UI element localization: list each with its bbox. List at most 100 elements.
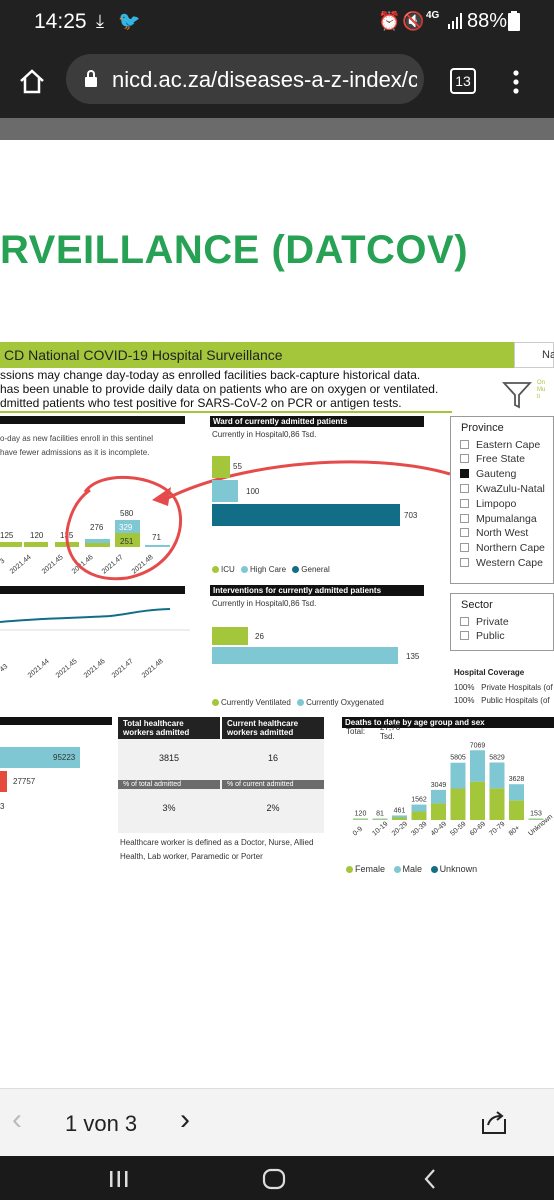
share-icon[interactable] (480, 1109, 508, 1135)
deaths-total-label: Total: (346, 727, 366, 736)
province-title: Province (461, 422, 504, 434)
interventions-subtitle: Currently in Hospital (212, 599, 285, 608)
death-value-label: 120 (355, 811, 367, 818)
x-tick: 2021.46 (83, 658, 107, 680)
status-bar: 14:25 ⤓ 🐦 ⏰ 🔇 4G 88% (0, 0, 554, 44)
death-value-label: 7069 (470, 742, 486, 749)
hcw-total-value: 3815 (158, 753, 180, 763)
bar-value2 (0, 771, 7, 792)
checkbox[interactable] (460, 543, 469, 552)
province-option-gauteng[interactable]: Gauteng (460, 468, 516, 480)
next-page-icon[interactable]: › (180, 1103, 190, 1136)
lock-icon (85, 70, 97, 87)
url-text: nicd.ac.za/diseases-a-z-index/c (112, 67, 417, 92)
checkbox[interactable] (460, 631, 469, 640)
checkbox[interactable] (460, 484, 469, 493)
death-bar-male (489, 762, 505, 789)
death-bar-female (528, 819, 544, 820)
more-menu-icon[interactable] (512, 70, 520, 96)
death-bar-male (392, 815, 407, 818)
x-tick: 2021.48 (141, 658, 165, 680)
ward-subtitle: Currently in Hospital (212, 430, 285, 439)
deaths-title: Deaths to date by age group and sex (342, 717, 554, 728)
checkbox[interactable] (460, 454, 469, 463)
page-header-strip (0, 118, 554, 140)
province-option-western-cape[interactable]: Western Cape (460, 557, 543, 569)
general-value: 703 (404, 511, 418, 520)
death-value-label: 81 (376, 811, 384, 818)
checkbox[interactable] (460, 617, 469, 626)
hcw-pct-current-header: % of current admitted (222, 780, 324, 789)
battery-percent: 88% (467, 10, 508, 32)
province-option-eastern-cape[interactable]: Eastern Cape (460, 439, 540, 451)
recent-apps-icon[interactable] (108, 1170, 130, 1188)
network-type: 4G (426, 10, 440, 21)
browser-toolbar: nicd.ac.za/diseases-a-z-index/c 13 (0, 44, 554, 118)
bar (85, 539, 110, 543)
death-value-label: 153 (530, 810, 542, 817)
home-nav-icon[interactable] (262, 1168, 286, 1190)
death-bar-male (411, 804, 427, 812)
filter-side-label: On Mu ti (537, 380, 546, 400)
province-option-limpopo[interactable]: Limpopo (460, 498, 516, 510)
death-bar-female (392, 817, 407, 820)
download-icon: ⤓ (96, 11, 104, 31)
hcw-footnote: Healthcare worker is defined as a Doctor… (120, 838, 314, 861)
coverage-title: Hospital Coverage (454, 668, 525, 677)
death-category-label: 30-39 (410, 821, 428, 838)
death-bar-male (372, 818, 388, 820)
system-nav-bar (0, 1156, 554, 1200)
nat-box[interactable]: Nat (514, 342, 554, 368)
icu-bar (212, 456, 230, 478)
weekly-note: o-day as new facilities enroll in this s… (0, 434, 153, 443)
death-bar-female (470, 781, 485, 820)
tab-switcher-button[interactable]: 13 (450, 68, 476, 94)
province-option-mpumalanga[interactable]: Mpumalanga (460, 513, 537, 525)
death-category-label: 50-59 (449, 821, 467, 838)
bar (85, 543, 110, 547)
checkbox[interactable] (460, 499, 469, 508)
highcare-bar (212, 480, 238, 502)
checkbox-checked[interactable] (460, 469, 469, 478)
left-bars-header (0, 717, 112, 725)
oxygenated-bar (212, 647, 398, 664)
checkbox[interactable] (460, 440, 469, 449)
checkbox[interactable] (460, 528, 469, 537)
interventions-legend: Currently Ventilated Currently Oxygenate… (212, 698, 384, 707)
note-line: ssions may change day-today as enrolled … (0, 368, 421, 382)
filter-icon[interactable] (502, 381, 532, 409)
trend-chart: 43 2021.44 2021.45 2021.46 2021.47 2021.… (0, 608, 190, 680)
bar-value3-label: 3 (0, 802, 5, 811)
death-category-label: 60-69 (469, 821, 487, 838)
sector-option-public[interactable]: Public (460, 630, 505, 642)
home-icon[interactable] (18, 68, 46, 94)
back-nav-icon[interactable] (422, 1168, 438, 1190)
address-bar[interactable]: nicd.ac.za/diseases-a-z-index/c (66, 54, 424, 104)
death-bar-female (353, 819, 368, 820)
trend-chart-header (0, 586, 185, 594)
death-bar-male (353, 818, 368, 820)
death-bar-male (431, 789, 446, 804)
province-option-kwazulu-natal[interactable]: KwaZulu-Natal (460, 483, 545, 495)
hcw-pct-total-header: % of total admitted (118, 780, 220, 789)
interventions-title: Interventions for currently admitted pat… (210, 585, 424, 596)
weekly-note: have fewer admissions as it is incomplet… (0, 448, 150, 457)
twitter-icon: 🐦 (118, 11, 141, 31)
death-value-label: 461 (394, 807, 406, 814)
highcare-value: 100 (246, 487, 260, 496)
province-option-north-west[interactable]: North West (460, 527, 528, 539)
province-option-free-state[interactable]: Free State (460, 453, 525, 465)
checkbox[interactable] (460, 558, 469, 567)
sector-option-private[interactable]: Private (460, 616, 509, 628)
death-value-label: 5805 (450, 755, 466, 762)
death-category-label: 70-79 (488, 821, 506, 838)
death-category-label: 20-29 (391, 821, 409, 838)
stack-label: 251 (120, 537, 134, 546)
province-option-northern-cape[interactable]: Northern Cape (460, 542, 545, 554)
x-tick: 2021.45 (55, 658, 79, 680)
sector-title: Sector (461, 599, 493, 611)
bar-value2-label: 27757 (13, 777, 36, 786)
prev-page-icon[interactable]: ‹ (12, 1103, 22, 1136)
checkbox[interactable] (460, 514, 469, 523)
status-time: 14:25 (34, 10, 87, 33)
